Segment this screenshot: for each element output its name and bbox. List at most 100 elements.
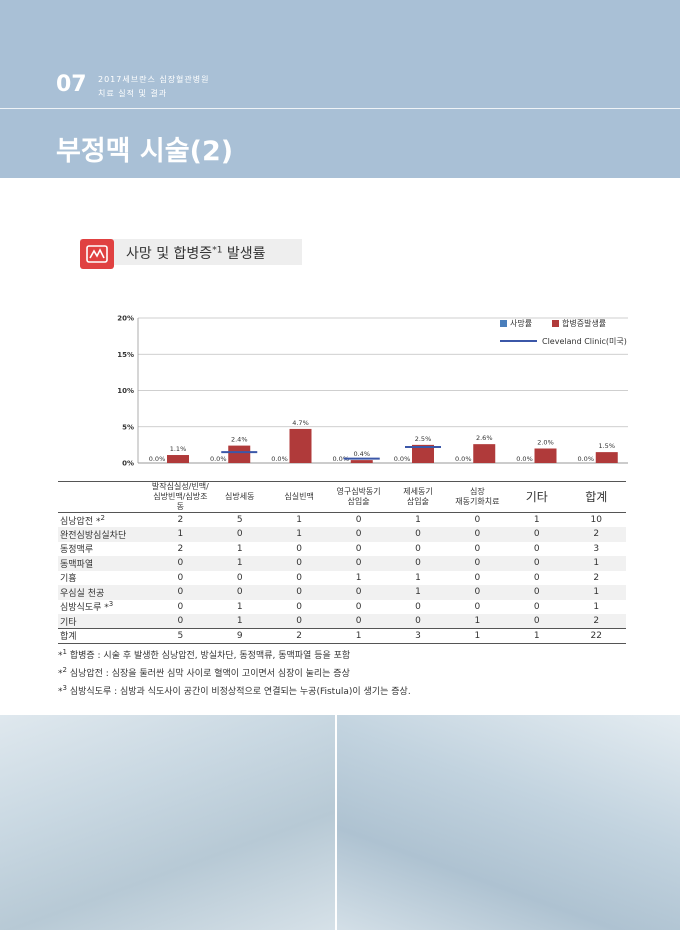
row-label: 동정맥루 bbox=[60, 545, 94, 556]
complication-rate-label: 2.6% bbox=[476, 434, 493, 442]
table-cell: 0 bbox=[328, 527, 389, 542]
complication-rate-label: 0.4% bbox=[353, 450, 370, 458]
table-cell: 0 bbox=[533, 543, 540, 554]
surgery-photo-left bbox=[0, 715, 335, 930]
table-cell: 0 bbox=[150, 585, 211, 600]
table-cell: 0 bbox=[296, 601, 303, 612]
table-cell: 0 bbox=[447, 527, 508, 542]
y-tick-label: 10% bbox=[117, 387, 134, 395]
table-cell: 0 bbox=[177, 572, 184, 583]
complication-bar bbox=[534, 448, 557, 463]
table-total-row: 합계 5 9 2 1 3 1 1 22 bbox=[58, 628, 626, 644]
table-cell: 0 bbox=[388, 614, 448, 629]
row-label: 완전심방심실차단 bbox=[58, 527, 151, 542]
table-cell: 0 bbox=[388, 527, 448, 542]
table-cell: 0 bbox=[269, 614, 329, 629]
complication-bar bbox=[167, 455, 189, 463]
section-heading: 사망 및 합병증*1 발생률 bbox=[80, 239, 302, 269]
table-cell: 0 bbox=[533, 572, 540, 583]
table-cell: 0 bbox=[447, 585, 508, 600]
page-header: 07 2017세브란스 심장혈관병원 치료 실적 및 결과 부정맥 시술(2) bbox=[0, 0, 680, 178]
footnote-mark: *2 bbox=[58, 666, 67, 679]
table-row: 동맥파열 0 1 0 0 0 0 0 1 bbox=[58, 556, 626, 571]
surgery-photo-right bbox=[337, 715, 680, 930]
table-cell: 0 bbox=[474, 515, 481, 525]
table-cell: 0 bbox=[447, 556, 508, 571]
table-cell: 0 bbox=[296, 572, 303, 583]
column-header: 제세동기 삽입술 bbox=[388, 481, 448, 513]
table-cell: 1 bbox=[533, 515, 540, 525]
table-cell: 0 bbox=[269, 556, 329, 571]
table-cell: 0 bbox=[474, 572, 481, 583]
legend-swatch-complication bbox=[552, 320, 559, 327]
death-rate-label: 0.0% bbox=[149, 455, 166, 463]
row-label: 우심실 천공 bbox=[58, 585, 151, 600]
complication-bar bbox=[412, 444, 434, 463]
table-cell: 0 bbox=[328, 614, 389, 629]
column-header: 심방세동 bbox=[210, 481, 270, 513]
table-cell: 1 bbox=[566, 556, 626, 571]
table-cell: 1 bbox=[415, 572, 421, 583]
table-cell: 1 bbox=[236, 601, 243, 612]
table-cell: 10 bbox=[590, 515, 602, 525]
table-row: 심방식도루 *3 0 1 0 0 0 0 0 1 bbox=[58, 600, 626, 615]
table-cell: 1 bbox=[447, 614, 508, 629]
table-cell: 0 bbox=[355, 543, 362, 554]
table-cell: 2 bbox=[177, 515, 184, 525]
table-row: 심낭압전 *2 2 5 1 0 1 0 1 10 bbox=[58, 513, 626, 528]
chart-icon bbox=[80, 239, 114, 269]
bar-chart: 0%5%10%15%20% 0.0%1.1%0.0%2.4%0.0%4.7%0.… bbox=[117, 315, 628, 468]
complication-bar bbox=[595, 452, 618, 463]
chart-legend: 사망률 합병증발생률 Cleveland Clinic(미국) bbox=[500, 318, 627, 346]
table-cell: 2 bbox=[177, 543, 184, 554]
table-cell: 0 bbox=[328, 585, 389, 600]
total-cell: 3 bbox=[388, 628, 448, 644]
death-rate-label: 0.0% bbox=[394, 455, 411, 463]
complication-rate-label: 1.5% bbox=[598, 442, 615, 450]
row-label: 심낭압전 *2 bbox=[60, 513, 105, 527]
row-label: 기흉 bbox=[60, 574, 77, 585]
total-cell: 1 bbox=[507, 628, 567, 644]
complication-bar bbox=[350, 460, 373, 463]
table-cell: 0 bbox=[507, 614, 567, 629]
footnote-mark: *1 bbox=[58, 648, 67, 661]
table-cell: 1 bbox=[415, 515, 421, 525]
y-tick-label: 0% bbox=[122, 460, 134, 468]
table-cell: 1 bbox=[210, 556, 270, 571]
chapter-hospital: 2017세브란스 심장혈관병원 bbox=[98, 75, 210, 84]
complication-rate-label: 1.1% bbox=[170, 445, 187, 453]
complication-rate-label: 2.0% bbox=[537, 439, 554, 447]
table-cell: 0 bbox=[507, 585, 567, 600]
chart-y-axis: 0% 5% 10% 15% 20% bbox=[117, 315, 134, 468]
table-cell: 0 bbox=[355, 515, 362, 525]
table-cell: 1 bbox=[210, 614, 270, 629]
chart-bars: 0.0% 1.1% 0.0% 2.4% 0.0% 4.7% 0.0% 0.4% 0.0% 2.5%… bbox=[149, 419, 618, 463]
table-cell: 0 bbox=[150, 614, 211, 629]
footnotes: *1 합병증 : 시술 후 발생한 심낭압전, 방실차단, 동정맥류, 동맥파열… bbox=[58, 645, 411, 699]
page-title: 부정맥 시술(2) bbox=[56, 136, 234, 167]
table-row: 동정맥루 2 1 0 0 0 0 0 3 bbox=[58, 542, 626, 557]
table-cell: 2 bbox=[566, 527, 626, 542]
table-cell: 1 bbox=[150, 527, 211, 542]
death-rate-label: 0.0% bbox=[332, 455, 349, 463]
table-cell: 0 bbox=[150, 556, 211, 571]
row-label: 심방식도루 *3 bbox=[60, 600, 114, 614]
table-cell: 5 bbox=[236, 515, 243, 525]
legend-complication: 합병증발생률 bbox=[562, 318, 606, 328]
complication-bar bbox=[473, 444, 496, 463]
y-tick-label: 20% bbox=[117, 315, 134, 323]
total-cell: 2 bbox=[269, 628, 329, 644]
chapter-number: 07 bbox=[56, 72, 87, 97]
table-cell: 0 bbox=[415, 543, 421, 554]
table-cell: 2 bbox=[566, 614, 626, 629]
column-header: 심장 재동기화치료 bbox=[447, 481, 508, 513]
table-cell: 3 bbox=[593, 543, 600, 554]
death-rate-label: 0.0% bbox=[455, 455, 472, 463]
table-cell: 1 bbox=[566, 585, 626, 600]
death-rate-label: 0.0% bbox=[516, 455, 533, 463]
table-cell: 1 bbox=[355, 572, 362, 583]
table-cell: 0 bbox=[388, 556, 448, 571]
legend-swatch-death bbox=[500, 320, 507, 327]
table-cell: 0 bbox=[269, 585, 329, 600]
complication-bar bbox=[228, 445, 251, 463]
